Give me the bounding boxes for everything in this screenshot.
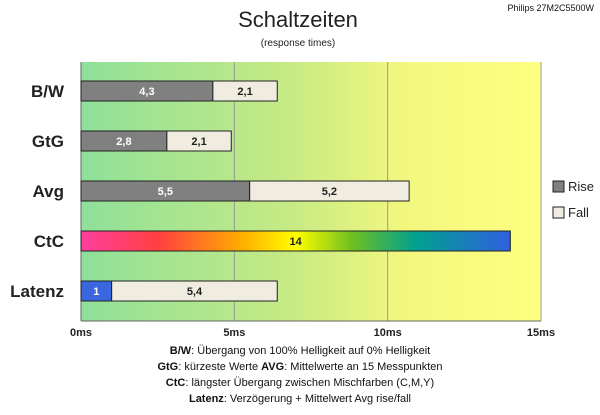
legend-label-fall: Fall bbox=[568, 205, 589, 220]
fall-bar bbox=[212, 80, 278, 102]
footnote-line: GtG: kürzeste Werte AVG: Mittelwerte an … bbox=[157, 361, 442, 373]
ctc-bar-label: 14 bbox=[290, 236, 303, 248]
latency-delay-bar-label: 1 bbox=[93, 286, 99, 298]
footnote-term: AVG bbox=[261, 361, 284, 373]
category-label: Avg bbox=[33, 182, 65, 201]
fall-bar bbox=[249, 180, 410, 202]
category-label: B/W bbox=[31, 82, 65, 101]
latency-avg-bar bbox=[111, 280, 278, 302]
footnote-term: GtG bbox=[157, 361, 178, 373]
legend-label-rise: Rise bbox=[568, 179, 594, 194]
footnote-text: : kürzeste Werte bbox=[178, 361, 261, 373]
footnote-text: : Verzögerung + Mittelwert Avg rise/fall bbox=[224, 393, 411, 405]
legend-swatch-rise bbox=[552, 180, 565, 193]
fall-bar bbox=[166, 130, 232, 152]
footnote-term: B/W bbox=[170, 345, 192, 357]
legend: Rise Fall bbox=[552, 179, 594, 220]
fall-bar-label: 2,1 bbox=[191, 136, 206, 148]
latency-avg-bar-label: 5,4 bbox=[187, 286, 203, 298]
rise-bar-label: 5,5 bbox=[158, 186, 173, 198]
footnote-text: : längster Übergang zwischen Mischfarben… bbox=[185, 377, 434, 389]
footnotes: B/W: Übergang von 100% Helligkeit auf 0%… bbox=[157, 345, 442, 405]
footnote-term: Latenz bbox=[189, 393, 224, 405]
rise-bar-label: 4,3 bbox=[139, 86, 154, 98]
category-label: GtG bbox=[32, 132, 64, 151]
fall-bar-label: 5,2 bbox=[322, 186, 337, 198]
bars: 4,3 2,1 2,8 2,1 5,5 5,2 14 1 5,4 bbox=[80, 80, 511, 302]
y-axis: B/W GtG Avg CtC Latenz bbox=[10, 82, 65, 301]
model-label: Philips 27M2C5500W bbox=[507, 3, 594, 13]
rise-bar-label: 2,8 bbox=[116, 136, 131, 148]
x-axis: 0ms 5ms 10ms 15ms bbox=[70, 327, 555, 339]
category-label: Latenz bbox=[10, 282, 64, 301]
x-tick-label: 5ms bbox=[223, 327, 245, 339]
chart-subtitle: (response times) bbox=[261, 38, 335, 49]
footnote-term: CtC bbox=[166, 377, 186, 389]
ctc-bar bbox=[80, 230, 511, 252]
footnote-text: : Mittelwerte an 15 Messpunkten bbox=[284, 361, 442, 373]
footnote-line: B/W: Übergang von 100% Helligkeit auf 0%… bbox=[170, 345, 430, 357]
footnote-line: Latenz: Verzögerung + Mittelwert Avg ris… bbox=[189, 393, 411, 405]
category-label: CtC bbox=[34, 232, 64, 251]
fall-bar-label: 2,1 bbox=[237, 86, 252, 98]
footnote-text: : Übergang von 100% Helligkeit auf 0% He… bbox=[191, 345, 430, 357]
x-tick-label: 10ms bbox=[374, 327, 402, 339]
chart-title: Schaltzeiten bbox=[238, 7, 358, 32]
x-tick-label: 0ms bbox=[70, 327, 92, 339]
footnote-line: CtC: längster Übergang zwischen Mischfar… bbox=[166, 377, 434, 389]
x-tick-label: 15ms bbox=[527, 327, 555, 339]
legend-swatch-fall bbox=[552, 206, 565, 219]
